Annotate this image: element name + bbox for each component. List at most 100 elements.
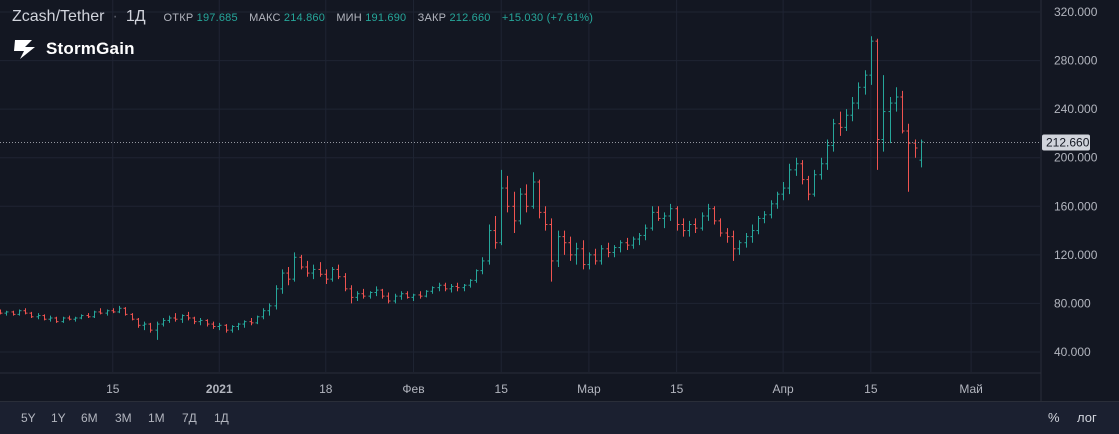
ohlc-bar: [48, 315, 53, 322]
ohlc-bar: [706, 203, 711, 221]
ohlc-bar: [812, 169, 817, 197]
y-tick-label: 200.000: [1054, 151, 1098, 165]
ohlc-bar: [800, 160, 805, 185]
ohlc-bar: [581, 240, 586, 270]
ohlc-bar: [180, 314, 185, 323]
ohlc-bar: [462, 284, 467, 292]
ohlc-bar: [906, 123, 911, 192]
ohlc-bar: [599, 245, 604, 265]
ohlc-bar: [4, 310, 9, 316]
ohlc-bar: [844, 109, 849, 131]
ohlc-bar: [819, 157, 824, 180]
timeframe-7d[interactable]: 7Д: [182, 411, 197, 425]
ohlc-bar: [192, 316, 197, 325]
ohlc-bar: [562, 230, 567, 255]
ohlc-bar: [261, 308, 266, 320]
ohlc-bar: [750, 224, 755, 243]
timeframe-6m[interactable]: 6M: [81, 411, 98, 425]
stormgain-logo: StormGain: [12, 38, 135, 60]
ohlc-bar: [105, 309, 110, 316]
timeframe-1d[interactable]: 1Д: [214, 411, 229, 425]
ohlc-bar: [881, 75, 886, 152]
ohlc-bar: [86, 313, 91, 318]
ohlc-bar: [236, 322, 241, 331]
percent-scale-toggle[interactable]: %: [1048, 410, 1060, 425]
ohlc-bar: [161, 318, 166, 327]
ohlc-bar: [73, 316, 78, 322]
x-tick-label: Мар: [577, 382, 601, 396]
ohlc-readout: ОТКР 197.685 МАКС 214.860 МИН 191.690 ЗА…: [164, 12, 602, 24]
ohlc-bar: [499, 169, 504, 246]
logo-text: StormGain: [46, 39, 135, 58]
ohlc-bar: [224, 324, 229, 333]
change-value: +15.030 (+7.61%): [501, 12, 594, 24]
ohlc-bar: [850, 97, 855, 122]
ohlc-bar: [568, 236, 573, 261]
y-tick-label: 120.000: [1054, 248, 1098, 262]
ohlc-bar: [455, 282, 460, 292]
ohlc-bar: [336, 264, 341, 280]
log-scale-toggle[interactable]: лог: [1077, 410, 1097, 425]
ohlc-bar: [693, 218, 698, 233]
ohlc-bar: [54, 316, 59, 323]
ohlc-bar: [17, 309, 22, 316]
high-label: МАКС: [249, 12, 281, 24]
x-tick-label: 15: [864, 382, 878, 396]
ohlc-bar: [625, 237, 630, 250]
ohlc-bar: [148, 322, 153, 333]
chart-header: Zcash/Tether · 1Д ОТКР 197.685 МАКС 214.…: [12, 8, 601, 26]
x-tick-label: 18: [319, 382, 333, 396]
ohlc-bar: [418, 291, 423, 299]
ohlc-bar: [643, 224, 648, 241]
ohlc-bar: [0, 309, 3, 315]
ohlc-bar: [856, 82, 861, 110]
timeframe-1y[interactable]: 1Y: [51, 411, 66, 425]
open-label: ОТКР: [163, 12, 194, 24]
ohlc-bar: [42, 314, 47, 321]
ohlc-bar: [123, 307, 128, 316]
ohlc-bar: [29, 311, 34, 318]
ohlc-bar: [537, 179, 542, 219]
ohlc-bar: [67, 315, 72, 321]
ohlc-bar: [474, 269, 479, 283]
ohlc-bar: [637, 233, 642, 246]
price-chart[interactable]: 40.000 80.000 120.000 160.000 200.000 240.000…: [0, 0, 1119, 401]
timeframe-5y[interactable]: 5Y: [21, 411, 36, 425]
ohlc-bar: [374, 286, 379, 297]
ohlc-bar: [368, 291, 373, 299]
ohlc-bar: [305, 260, 310, 277]
ohlc-bar: [211, 321, 216, 329]
ohlc-bar: [217, 322, 222, 331]
ohlc-bar: [343, 273, 348, 292]
ohlc-bar: [587, 252, 592, 270]
ohlc-bar: [330, 267, 335, 282]
symbol-title[interactable]: Zcash/Tether: [12, 8, 105, 25]
ohlc-bar: [386, 292, 391, 304]
bottom-toolbar: 5Y 1Y 6M 3M 1M 7Д 1Д % лог: [0, 401, 1119, 434]
timeframe-1m[interactable]: 1M: [148, 411, 165, 425]
ohlc-bar: [512, 191, 517, 233]
ohlc-bar: [725, 228, 730, 243]
ohlc-bar: [242, 320, 247, 328]
ohlc-bar: [781, 182, 786, 201]
ohlc-bar: [405, 291, 410, 299]
ohlc-bar: [255, 315, 260, 325]
ohlc-bar: [612, 245, 617, 258]
ohlc-bar: [524, 184, 529, 213]
ohlc-bar: [775, 191, 780, 209]
ohlc-bar: [869, 36, 874, 85]
ohlc-bar: [863, 70, 868, 95]
ohlc-bar: [518, 188, 523, 225]
ohlc-bar: [443, 282, 448, 292]
ohlc-bar: [355, 291, 360, 301]
ohlc-bar: [249, 318, 254, 326]
timeframe-3m[interactable]: 3M: [115, 411, 132, 425]
last-price-label: 212.660: [1046, 136, 1090, 150]
ohlc-bar: [543, 206, 548, 231]
x-tick-label: Апр: [773, 382, 795, 396]
ohlc-bar: [380, 288, 385, 299]
ohlc-bar: [286, 267, 291, 286]
ohlc-bar: [493, 216, 498, 249]
ohlc-bar: [198, 318, 203, 326]
interval-label[interactable]: 1Д: [125, 8, 146, 25]
